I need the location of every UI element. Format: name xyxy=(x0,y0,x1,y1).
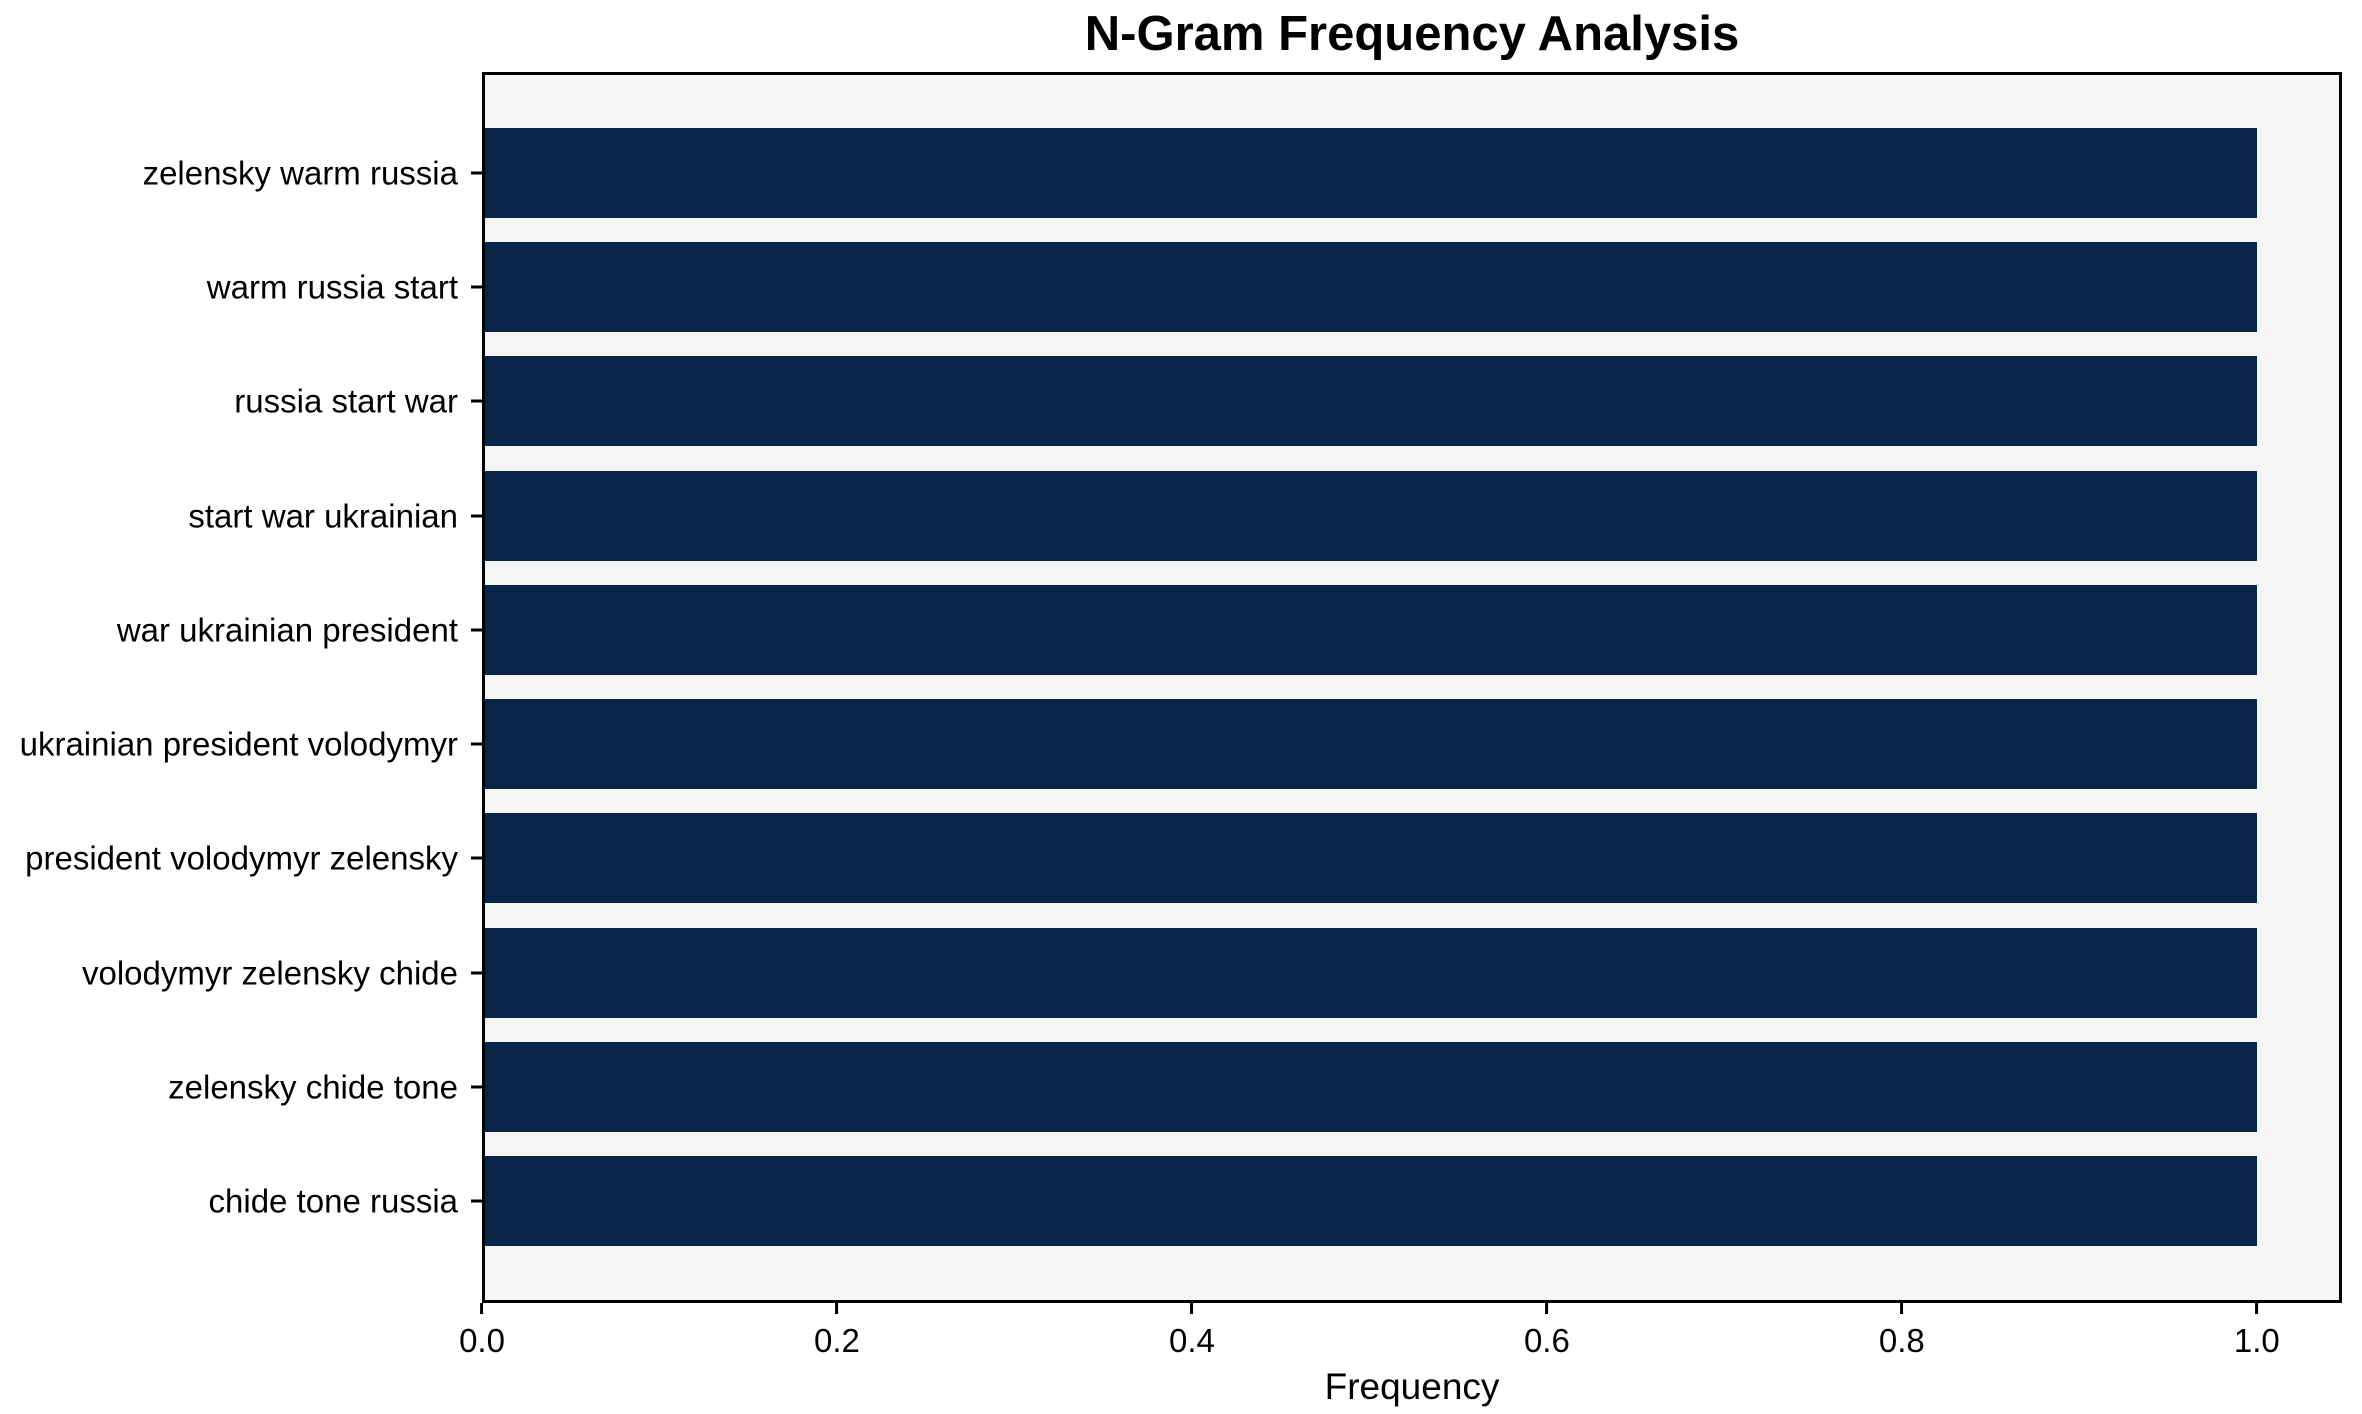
x-tick-mark xyxy=(2255,1303,2259,1314)
x-tick-label: 1.0 xyxy=(2233,1322,2280,1359)
chart-title: N-Gram Frequency Analysis xyxy=(1084,7,1740,61)
x-tick-mark xyxy=(1190,1303,1194,1314)
y-tick-label: ukrainian president volodymyr xyxy=(19,725,458,763)
x-tick-label: 0.6 xyxy=(1523,1322,1570,1359)
x-tick: 0.8 xyxy=(1879,1303,1925,1357)
x-tick-mark xyxy=(480,1303,484,1314)
x-axis: 0.0 0.2 0.4 0.6 0.8 1.0 xyxy=(459,1303,2342,1403)
x-tick-label: 0.8 xyxy=(1878,1322,1925,1359)
bar xyxy=(482,1155,2257,1246)
x-tick-mark xyxy=(1545,1303,1549,1314)
bar-row: war ukrainian president xyxy=(117,584,2342,675)
x-tick: 0.0 xyxy=(459,1303,505,1357)
x-tick-mark xyxy=(835,1303,839,1314)
y-tick-mark xyxy=(471,856,482,860)
y-tick-label: president volodymyr zelensky xyxy=(25,839,458,877)
y-tick-mark xyxy=(471,1199,482,1203)
y-tick-mark xyxy=(471,971,482,975)
bar-row: start war ukrainian xyxy=(188,470,2342,561)
bar-row: ukrainian president volodymyr xyxy=(20,699,2342,790)
bar xyxy=(482,927,2257,1018)
bar-row: warm russia start xyxy=(207,242,2342,333)
bar xyxy=(482,813,2257,904)
x-axis-title: Frequency xyxy=(1324,1366,1500,1407)
plot-area: zelensky warm russia warm russia start rus… xyxy=(20,72,2342,1357)
bar xyxy=(482,128,2257,218)
y-tick-label: zelensky warm russia xyxy=(142,154,458,192)
y-tick-mark xyxy=(471,628,482,632)
y-tick-label: zelensky chide tone xyxy=(168,1068,458,1106)
bar-row: zelensky warm russia xyxy=(143,128,2342,218)
y-tick-label: volodymyr zelensky chide xyxy=(82,954,458,992)
bar-row: chide tone russia xyxy=(209,1155,2342,1246)
bar xyxy=(482,584,2257,675)
x-tick: 1.0 xyxy=(2234,1303,2280,1357)
y-tick-mark xyxy=(471,514,482,518)
x-tick-label: 0.2 xyxy=(814,1322,860,1359)
bar-row: zelensky chide tone xyxy=(168,1041,2342,1132)
x-tick-mark xyxy=(1900,1303,1904,1314)
y-tick-mark xyxy=(471,285,482,289)
x-tick: 0.4 xyxy=(1169,1303,1215,1357)
y-tick-mark xyxy=(471,399,482,403)
y-tick-label: warm russia start xyxy=(206,268,458,306)
bar xyxy=(482,356,2257,447)
bar xyxy=(482,1041,2257,1132)
bar-row: volodymyr zelensky chide xyxy=(82,927,2342,1018)
y-tick-label: war ukrainian president xyxy=(116,611,458,649)
bar xyxy=(482,470,2257,561)
bars-container: zelensky warm russia warm russia start rus… xyxy=(20,128,2342,1246)
x-tick-label: 0.0 xyxy=(459,1322,505,1359)
bar xyxy=(482,242,2257,333)
bar-row: president volodymyr zelensky xyxy=(25,813,2342,904)
y-tick-mark xyxy=(471,742,482,746)
bar-row: russia start war xyxy=(234,356,2342,447)
bar xyxy=(482,699,2257,790)
x-tick: 0.2 xyxy=(814,1303,860,1357)
y-tick-label: start war ukrainian xyxy=(188,497,458,535)
y-tick-mark xyxy=(471,1085,482,1089)
y-tick-label: chide tone russia xyxy=(208,1182,458,1220)
y-tick-mark xyxy=(471,171,482,175)
x-tick-label: 0.4 xyxy=(1168,1322,1215,1359)
x-tick: 0.6 xyxy=(1524,1303,1570,1357)
y-tick-label: russia start war xyxy=(234,382,458,420)
